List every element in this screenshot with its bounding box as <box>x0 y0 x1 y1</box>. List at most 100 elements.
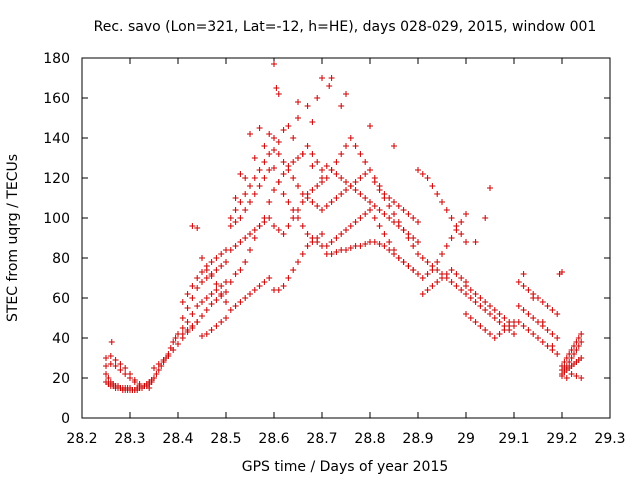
data-point <box>434 191 441 197</box>
data-point <box>463 239 469 245</box>
data-point <box>295 115 301 121</box>
data-point <box>323 203 330 209</box>
data-point <box>539 319 546 325</box>
data-point <box>371 175 378 181</box>
data-point <box>261 219 268 225</box>
x-axis-label: GPS time / Days of year 2015 <box>242 459 449 475</box>
data-point <box>352 179 359 185</box>
data-point <box>165 353 172 359</box>
data-point <box>232 303 239 309</box>
data-point <box>319 231 325 237</box>
data-point <box>328 251 335 257</box>
y-tick-label: 20 <box>52 371 70 387</box>
data-point <box>304 143 311 149</box>
data-point <box>223 299 229 305</box>
data-point <box>237 199 244 205</box>
data-point <box>496 319 503 325</box>
data-point <box>362 171 369 177</box>
data-point <box>227 223 234 229</box>
data-point <box>232 271 239 277</box>
data-point <box>453 283 460 289</box>
data-point <box>371 239 378 245</box>
data-point <box>309 163 316 169</box>
data-point <box>275 151 282 157</box>
data-point <box>333 249 340 255</box>
data-point <box>251 227 258 233</box>
data-point <box>525 327 532 333</box>
data-point <box>290 207 297 213</box>
data-point <box>539 299 546 305</box>
data-point <box>367 123 373 129</box>
data-point <box>520 283 527 289</box>
data-point <box>155 361 162 367</box>
data-point <box>179 299 186 305</box>
data-point <box>280 283 287 289</box>
data-point <box>439 275 445 281</box>
x-tick-label: 28.7 <box>306 431 337 447</box>
data-point <box>232 219 239 225</box>
data-point <box>568 371 575 377</box>
data-point <box>194 303 201 309</box>
data-point <box>424 271 431 277</box>
data-point <box>573 373 580 379</box>
data-point <box>103 371 109 377</box>
data-point <box>199 279 205 285</box>
data-point <box>482 299 489 305</box>
data-point <box>487 303 493 309</box>
data-point <box>405 263 412 269</box>
data-point <box>290 175 297 181</box>
data-point <box>443 243 450 249</box>
data-point <box>213 297 220 303</box>
data-point <box>203 307 210 313</box>
data-point <box>203 275 210 281</box>
data-point <box>227 215 234 221</box>
data-point <box>429 267 436 273</box>
data-point <box>326 83 333 89</box>
data-point <box>295 259 301 265</box>
data-point <box>295 155 301 161</box>
data-point <box>448 215 455 221</box>
data-point <box>347 245 354 251</box>
data-point <box>309 199 316 205</box>
data-point <box>208 273 215 279</box>
data-point <box>218 251 225 257</box>
data-point <box>160 357 167 363</box>
data-point <box>439 251 445 257</box>
data-point <box>189 283 196 289</box>
data-point <box>237 299 244 305</box>
data-point <box>223 259 229 265</box>
data-point <box>271 165 277 171</box>
y-tick-label: 140 <box>43 131 70 147</box>
data-point <box>304 195 311 201</box>
data-point <box>309 187 316 193</box>
data-point <box>458 275 465 281</box>
data-point <box>275 139 282 145</box>
data-point <box>273 85 280 91</box>
data-point <box>189 311 196 317</box>
data-point <box>112 363 119 369</box>
data-point <box>328 167 335 173</box>
y-axis-label: STEC from uqrg / TECUs <box>5 154 21 322</box>
data-point <box>515 279 522 285</box>
data-point <box>295 99 301 105</box>
data-point <box>237 267 244 273</box>
data-point <box>362 159 369 165</box>
data-point <box>199 333 205 339</box>
data-point <box>549 343 556 349</box>
data-point <box>506 319 513 325</box>
y-tick-label: 180 <box>43 51 70 67</box>
data-point <box>376 223 383 229</box>
data-point <box>477 295 484 301</box>
x-tick-label: 28.6 <box>258 431 289 447</box>
data-point <box>578 331 585 337</box>
data-point <box>482 327 489 333</box>
data-point <box>554 311 561 317</box>
data-point <box>319 167 325 173</box>
data-point <box>146 385 153 391</box>
data-point <box>381 231 388 237</box>
data-point <box>434 259 441 265</box>
data-point <box>491 307 498 313</box>
data-point <box>247 231 253 237</box>
data-point <box>467 315 474 321</box>
y-tick-label: 160 <box>43 91 70 107</box>
